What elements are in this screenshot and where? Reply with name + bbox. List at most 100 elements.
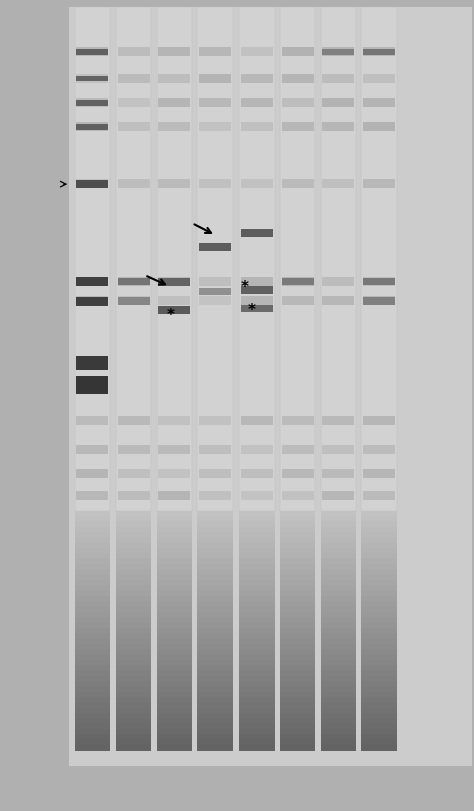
Bar	[116, 628, 151, 634]
Bar	[116, 697, 151, 703]
Bar	[239, 532, 274, 539]
Bar	[280, 686, 315, 693]
Bar	[197, 702, 233, 709]
Bar	[280, 708, 315, 714]
Bar	[320, 665, 356, 672]
Bar	[156, 575, 192, 581]
Bar	[280, 548, 315, 554]
Bar	[280, 511, 315, 517]
Bar	[156, 723, 192, 730]
Bar	[239, 511, 274, 517]
Bar	[197, 607, 233, 613]
Bar	[241, 297, 273, 306]
Bar	[320, 575, 356, 581]
Bar	[282, 180, 314, 189]
Bar	[156, 538, 192, 543]
Bar	[320, 713, 356, 719]
Bar	[361, 538, 397, 543]
Bar	[361, 553, 397, 560]
Bar	[199, 445, 231, 454]
Bar	[76, 417, 109, 426]
Bar	[75, 590, 110, 597]
Bar	[239, 623, 274, 629]
Bar	[158, 491, 191, 500]
Bar	[320, 671, 356, 676]
Bar	[116, 681, 151, 687]
Bar	[322, 180, 355, 189]
Bar	[158, 297, 191, 306]
Bar	[75, 612, 110, 618]
Bar	[280, 744, 315, 751]
Bar	[320, 702, 356, 709]
Bar	[156, 713, 192, 719]
Bar	[197, 708, 233, 714]
Bar	[197, 548, 233, 554]
Bar	[116, 548, 151, 554]
Bar	[75, 644, 110, 650]
Bar	[361, 719, 397, 724]
Bar	[241, 277, 273, 286]
Bar	[241, 445, 273, 454]
Bar	[239, 644, 274, 650]
Bar	[320, 654, 356, 661]
Bar	[116, 543, 151, 549]
Bar	[363, 470, 395, 478]
Bar	[75, 580, 110, 586]
Bar	[320, 548, 356, 554]
Bar	[116, 538, 151, 543]
Bar	[239, 681, 274, 687]
Bar	[280, 697, 315, 703]
Bar	[280, 633, 315, 639]
Bar	[241, 48, 273, 57]
Bar	[76, 376, 109, 394]
Bar	[75, 511, 110, 517]
Bar	[320, 681, 356, 687]
Bar	[239, 580, 274, 586]
Bar	[197, 723, 233, 730]
Bar	[361, 612, 397, 618]
Bar	[361, 586, 397, 591]
Bar	[75, 729, 110, 735]
Bar	[280, 569, 315, 576]
Bar	[280, 729, 315, 735]
Bar	[156, 740, 192, 745]
Bar	[199, 180, 231, 189]
Bar	[280, 702, 315, 709]
Bar	[363, 180, 395, 189]
Bar	[197, 628, 233, 634]
Bar	[116, 676, 151, 682]
Bar	[116, 723, 151, 730]
Bar	[197, 612, 233, 618]
Bar	[75, 702, 110, 709]
Bar	[156, 521, 192, 528]
Bar	[75, 697, 110, 703]
Bar	[76, 181, 109, 188]
Bar	[239, 575, 274, 581]
Bar	[320, 527, 356, 533]
Bar	[239, 671, 274, 676]
Bar	[280, 590, 315, 597]
Bar	[320, 649, 356, 655]
Bar	[320, 517, 356, 522]
Bar	[239, 607, 274, 613]
Bar	[320, 617, 356, 624]
Bar	[361, 686, 397, 693]
Bar	[75, 734, 110, 740]
Bar	[76, 297, 109, 306]
Bar	[75, 660, 110, 666]
Bar	[197, 729, 233, 735]
Bar	[241, 123, 273, 132]
Bar	[156, 644, 192, 650]
Bar	[197, 633, 233, 639]
Bar	[280, 719, 315, 724]
Bar	[280, 644, 315, 650]
Bar	[322, 75, 355, 84]
Bar	[76, 77, 109, 83]
Bar	[116, 633, 151, 639]
Bar	[116, 671, 151, 676]
Bar	[118, 48, 150, 57]
Bar	[156, 623, 192, 629]
Bar	[239, 744, 274, 751]
Bar	[239, 8, 274, 511]
Bar	[158, 417, 191, 426]
